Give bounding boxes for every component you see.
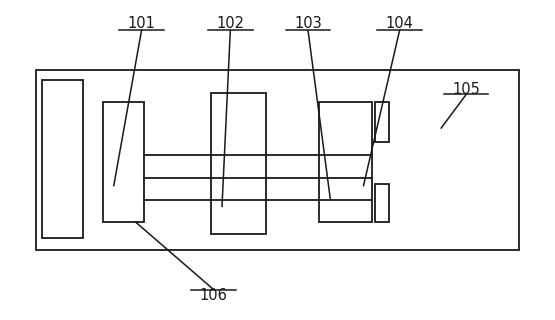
Bar: [375, 184, 388, 222]
Text: 104: 104: [386, 17, 413, 31]
Text: 105: 105: [452, 82, 480, 97]
Text: 106: 106: [200, 289, 228, 303]
Text: 101: 101: [128, 17, 155, 31]
Text: 103: 103: [294, 17, 322, 31]
Bar: [36, 70, 519, 250]
Bar: [103, 102, 144, 222]
Bar: [211, 93, 266, 234]
Text: 102: 102: [216, 17, 244, 31]
Bar: [42, 80, 83, 238]
Bar: [319, 102, 372, 222]
Bar: [375, 102, 388, 142]
